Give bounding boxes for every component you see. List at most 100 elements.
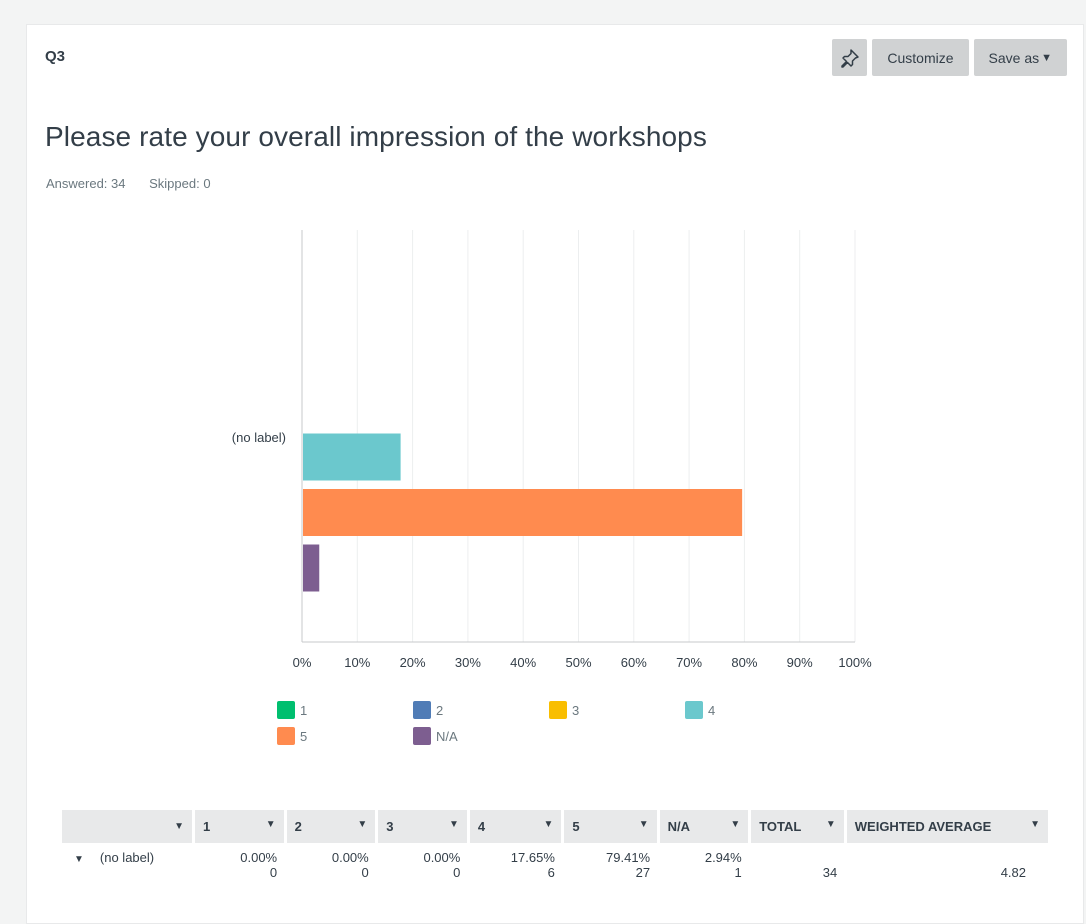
caret-down-icon: ▼ [174,821,185,832]
category-label: (no label) [232,430,286,445]
summary-table: ▼ 1 ▼ 2 ▼ 3 ▼ 4 ▼ 5 ▼ N/A ▼ TOTAL ▼ WEIGHTED AVERAGE ▼ ▼… [62,810,1048,880]
caret-down-icon: ▼ [638,819,649,830]
response-stats: Answered: 34 Skipped: 0 [46,176,231,191]
cell-count: 6 [547,865,555,880]
legend-label: 4 [708,702,716,718]
column-header-label: 4 [477,819,486,834]
column-header[interactable]: WEIGHTED AVERAGE ▼ [845,810,1048,843]
customize-button[interactable]: Customize [872,39,969,76]
data-cell: 17.65% 6 [468,843,563,880]
save-as-button[interactable]: Save as ▼ [973,39,1067,76]
column-header[interactable]: 5 ▼ [562,810,660,843]
row-label: (no label) [99,850,155,865]
bar-na [303,544,320,592]
cell-count: 0 [361,865,369,880]
skipped-count: Skipped: 0 [149,176,211,191]
caret-down-icon: ▼ [730,819,741,830]
x-tick-label: 90% [787,655,813,670]
caret-down-icon: ▼ [265,819,276,830]
column-header-label: TOTAL [759,819,802,834]
legend-label: N/A [436,728,458,744]
legend-item[interactable]: 3 [549,701,579,719]
data-cell: 79.41% 27 [563,843,658,880]
data-cell: 2.94% 1 [658,843,750,880]
legend-swatch [413,701,431,719]
cell-percentage: 0.00% [331,850,369,865]
legend-item[interactable]: 1 [277,701,307,719]
pin-button[interactable] [832,39,868,76]
cell-percentage: 2.94% [704,850,742,865]
x-tick-label: 0% [293,655,312,670]
answered-count: Answered: 34 [46,176,126,191]
column-header[interactable]: 1 ▼ [193,810,287,843]
legend-swatch [685,701,703,719]
legend-label: 3 [572,702,580,718]
legend-label: 2 [436,702,444,718]
question-title: Please rate your overall impression of t… [45,121,707,152]
column-header-label: 3 [386,819,394,834]
column-header-label: 5 [572,819,580,834]
question-id: Q3 [45,48,66,65]
save-as-label: Save as [988,49,1040,66]
expand-caret-icon[interactable]: ▼ [74,854,84,865]
column-header-label: N/A [667,819,690,834]
legend-item[interactable]: 4 [685,701,715,719]
weighted-average-value: 4.82 [1000,865,1026,880]
weighted-average-cell: 4.82 [845,843,1048,880]
legend-swatch [277,727,295,745]
legend-swatch [277,701,295,719]
x-tick-label: 40% [510,655,536,670]
total-cell: 34 [750,843,846,880]
table-row: ▼ (no label) 0.00% 0 0.00% 0 0.00% 0 17.65% 6 79.4… [62,843,1048,880]
x-tick-label: 80% [731,655,757,670]
cell-percentage: 0.00% [240,850,278,865]
cell-count: 27 [635,865,651,880]
legend-swatch [549,701,567,719]
data-cell: 0.00% 0 [377,843,469,880]
cell-percentage: 79.41% [606,850,651,865]
cell-count: 0 [269,865,278,880]
caret-down-icon: ▼ [1030,819,1040,830]
legend-item[interactable]: N/A [413,727,458,745]
table-body: ▼ (no label) 0.00% 0 0.00% 0 0.00% 0 17.65% 6 79.4… [62,843,1048,880]
legend-item[interactable]: 2 [413,701,443,719]
x-tick-label: 70% [676,655,702,670]
x-tick-label: 60% [621,655,647,670]
legend-label: 5 [300,728,308,744]
caret-down-icon: ▼ [1041,51,1052,64]
column-header[interactable]: 3 ▼ [376,810,470,843]
x-tick-label: 20% [400,655,426,670]
column-header-label: 2 [294,819,302,834]
row-label-cell[interactable]: ▼ (no label) [62,843,194,880]
data-cell: 0.00% 0 [285,843,377,880]
x-tick-label: 50% [565,655,591,670]
bar-5 [303,489,743,536]
cell-count: 0 [453,865,461,880]
column-header[interactable]: ▼ [62,810,196,843]
column-header[interactable]: 4 ▼ [468,810,565,843]
column-header[interactable]: 2 ▼ [285,810,379,843]
toolbar: Customize Save as ▼ [832,39,1067,76]
legend-swatch [413,727,431,745]
x-tick-label: 100% [838,655,872,670]
caret-down-icon: ▼ [543,819,554,830]
x-tick-label: 10% [344,655,370,670]
caret-down-icon: ▼ [448,819,459,830]
data-cell: 0.00% 0 [194,843,286,880]
question-card: Q3 Customize Save as ▼ Please rate your … [26,24,1084,924]
column-header[interactable]: N/A ▼ [658,810,752,843]
cell-percentage: 17.65% [510,850,555,865]
legend-label: 1 [300,702,308,718]
pin-icon [841,48,859,68]
column-header[interactable]: TOTAL ▼ [749,810,847,843]
table-header-row: ▼ 1 ▼ 2 ▼ 3 ▼ 4 ▼ 5 ▼ N/A ▼ TOTAL ▼ WEIGHTED AVERAGE ▼ [62,810,1048,843]
x-tick-label: 30% [455,655,481,670]
bar-chart: 0% 10% 20% 30% 40% 50% 60% 70% 80% 90% 100% (no lab… [232,230,872,670]
cell-percentage: 0.00% [423,850,461,865]
total-value: 34 [822,865,838,880]
caret-down-icon: ▼ [357,819,368,830]
caret-down-icon: ▼ [825,819,836,830]
column-header-label: 1 [203,819,211,834]
legend-item[interactable]: 5 [277,727,307,745]
bar-4 [303,433,401,481]
